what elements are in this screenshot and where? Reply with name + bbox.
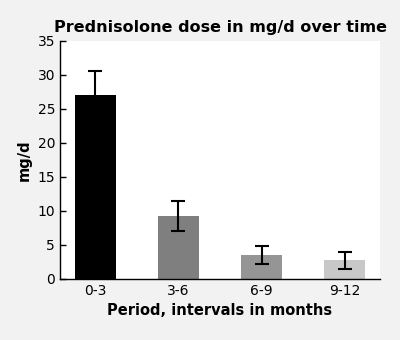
Title: Prednisolone dose in mg/d over time: Prednisolone dose in mg/d over time [54, 20, 386, 35]
Bar [241, 255, 282, 279]
Bar [158, 216, 199, 279]
Y-axis label: mg/d: mg/d [17, 139, 32, 181]
Bar [74, 95, 116, 279]
Bar [324, 260, 366, 279]
X-axis label: Period, intervals in months: Period, intervals in months [108, 303, 332, 318]
